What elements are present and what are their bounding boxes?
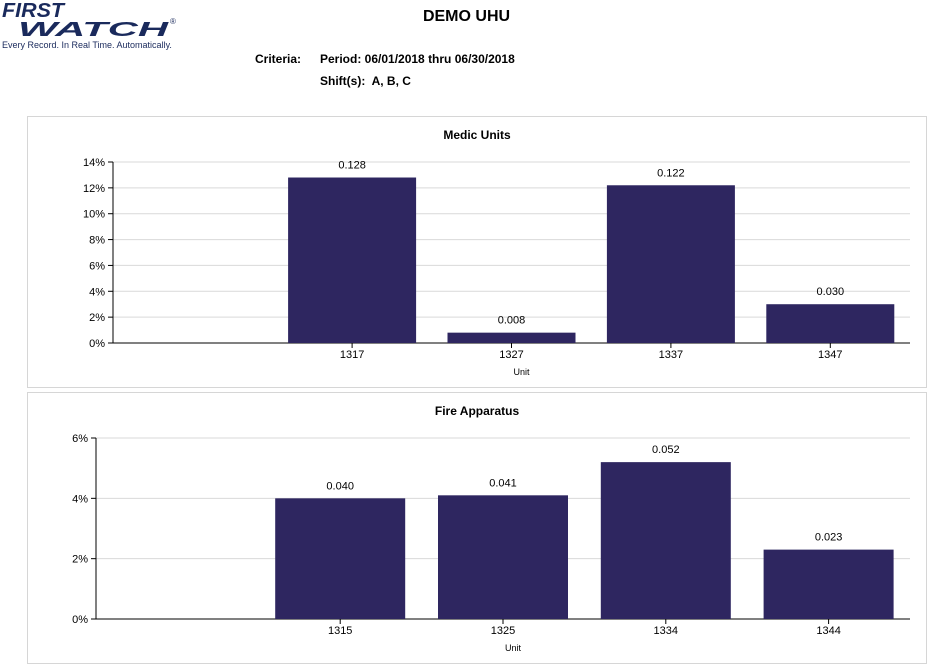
medic-units-ytick-label: 14% (83, 157, 105, 169)
fire-apparatus-chart-title: Fire Apparatus (435, 404, 520, 418)
criteria-block: Criteria: Period: 06/01/2018 thru 06/30/… (255, 48, 515, 92)
medic-units-chart-title: Medic Units (443, 128, 511, 142)
medic-units-data-label-1317: 0.128 (338, 160, 366, 172)
report-title: DEMO UHU (422, 8, 511, 25)
medic-units-ytick-label: 8% (89, 235, 105, 247)
medic-units-data-label-1347: 0.030 (817, 286, 845, 298)
medic-units-bar-1327 (447, 332, 576, 343)
fire-apparatus-bar-1315 (275, 498, 406, 619)
shifts-label: Shift(s): (320, 74, 366, 88)
medic-units-x-axis-title: Unit (513, 367, 530, 377)
fire-apparatus-category-label-1334: 1334 (654, 625, 678, 637)
fire-apparatus-chart: Fire Apparatus 0% 2% 4% 6% 0.040 1315 0.041 1325… (72, 404, 910, 653)
registered-mark: ® (170, 17, 176, 26)
medic-units-category-label-1317: 1317 (340, 349, 364, 361)
logo-line1: FIRST (2, 0, 66, 22)
fire-apparatus-data-label-1325: 0.041 (489, 477, 517, 489)
firstwatch-logo: FIRST WATCH ® (0, 0, 185, 56)
fire-apparatus-category-label-1325: 1325 (491, 625, 515, 637)
medic-units-chart-panel: Medic Units 0% 2% 4% 6% 8% 10% 12% 14% 0.128 1317 0… (27, 116, 927, 388)
criteria-period: Period: 06/01/2018 thru 06/30/2018 (320, 52, 515, 66)
criteria-shifts: Shift(s): A, B, C (320, 74, 411, 88)
criteria-label: Criteria: (255, 52, 302, 66)
logo-line2: WATCH (18, 19, 169, 40)
fire-apparatus-x-axis-title: Unit (505, 643, 522, 653)
medic-units-category-label-1347: 1347 (818, 349, 842, 361)
medic-units-chart: Medic Units 0% 2% 4% 6% 8% 10% 12% 14% 0.128 1317 0… (83, 128, 910, 377)
fire-apparatus-chart-panel: Fire Apparatus 0% 2% 4% 6% 0.040 1315 0.041 1325… (27, 392, 927, 664)
medic-units-bar-1317 (288, 177, 417, 343)
fire-apparatus-ytick-label: 2% (72, 554, 88, 566)
medic-units-bar-1337 (606, 185, 735, 343)
fire-apparatus-data-label-1344: 0.023 (815, 532, 843, 544)
medic-units-data-label-1337: 0.122 (657, 167, 685, 179)
fire-apparatus-bar-1344 (763, 549, 894, 619)
logo-tagline: Every Record. In Real Time. Automaticall… (2, 40, 172, 50)
fire-apparatus-bar-1325 (438, 495, 568, 619)
fire-apparatus-bar-1334 (600, 462, 731, 619)
fire-apparatus-ytick-label: 6% (72, 433, 88, 445)
medic-units-ytick-label: 12% (83, 183, 105, 195)
fire-apparatus-data-label-1334: 0.052 (652, 444, 680, 456)
fire-apparatus-category-label-1344: 1344 (816, 625, 840, 637)
fire-apparatus-ytick-label: 4% (72, 493, 88, 505)
fire-apparatus-category-label-1315: 1315 (328, 625, 352, 637)
medic-units-ytick-label: 4% (89, 286, 105, 298)
medic-units-ytick-label: 6% (89, 260, 105, 272)
fire-apparatus-ytick-label: 0% (72, 614, 88, 626)
medic-units-ytick-label: 0% (89, 338, 105, 350)
medic-units-ytick-label: 10% (83, 209, 105, 221)
medic-units-data-label-1327: 0.008 (498, 315, 526, 327)
medic-units-ytick-label: 2% (89, 312, 105, 324)
medic-units-category-label-1337: 1337 (659, 349, 683, 361)
medic-units-bar-1347 (766, 304, 895, 343)
fire-apparatus-data-label-1315: 0.040 (326, 480, 354, 492)
shifts-value: A, B, C (371, 74, 411, 88)
medic-units-category-label-1327: 1327 (499, 349, 523, 361)
